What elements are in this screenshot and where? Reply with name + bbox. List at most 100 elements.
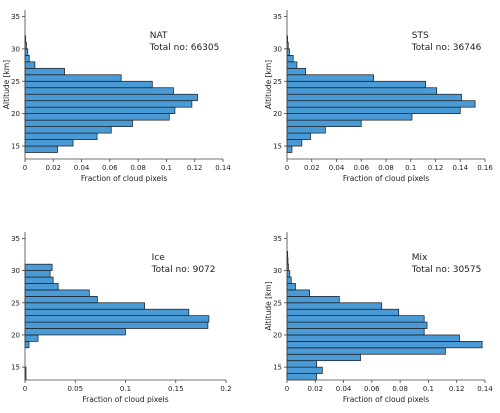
y-tick-label: 20 (11, 331, 20, 339)
y-tick-label: 20 (11, 110, 20, 118)
histogram-bar (286, 360, 318, 368)
x-tick-label: 0.02 (307, 385, 323, 393)
histogram-bar (286, 119, 362, 127)
y-tick-label: 25 (11, 299, 20, 307)
x-tick-label: 0.1 (423, 385, 434, 393)
x-tick-label: 0.06 (102, 164, 118, 172)
histogram-bar (24, 80, 153, 89)
x-axis-label: Fraction of cloud pixels (343, 395, 429, 404)
histogram-bar (286, 113, 413, 121)
panel-nat: 0 0.02 0.04 0.06 0.08 0.1 0.12 0.14 15 20 25 30 35 Fr… (2, 10, 231, 183)
cloud-type-label: Ice (152, 253, 166, 263)
histogram-bar (286, 353, 361, 362)
histogram-bar (286, 54, 294, 63)
histogram-bar (24, 145, 58, 153)
histogram-bar (24, 54, 30, 63)
y-tick-label: 25 (273, 78, 282, 86)
histogram-bar (24, 61, 36, 69)
histogram-bar (24, 74, 122, 82)
histogram-bar (286, 334, 460, 342)
histogram-bar (286, 341, 483, 349)
histogram-bar (286, 295, 340, 304)
x-tick-label: 0.14 (477, 385, 493, 393)
x-tick-label: 0.14 (215, 164, 231, 172)
histogram-bar (24, 315, 210, 323)
histogram-bar (24, 289, 90, 297)
x-tick-label: 0.08 (392, 385, 408, 393)
total-count-label: Total no: 30575 (411, 265, 482, 275)
x-tick-label: 0.12 (187, 164, 203, 172)
histogram-bar (24, 126, 112, 134)
histogram-bar (24, 48, 29, 56)
total-count-label: Total no: 66305 (149, 43, 220, 53)
histogram-bar (24, 67, 65, 76)
histogram-bar (24, 295, 98, 304)
y-tick-label: 35 (11, 235, 20, 243)
histogram-bar (286, 67, 306, 76)
y-tick-label: 35 (273, 235, 282, 243)
histogram-bar (286, 302, 383, 310)
x-tick-label: 0.02 (45, 164, 61, 172)
y-tick-label: 15 (11, 364, 20, 372)
x-tick-label: 0.16 (477, 164, 493, 172)
histogram-bar (24, 308, 190, 317)
x-tick-label: 0.2 (220, 385, 231, 393)
x-tick-label: 0.1 (120, 385, 131, 393)
histogram-bar (286, 93, 462, 102)
histogram-bar (286, 366, 323, 374)
x-tick-label: 0.02 (304, 164, 320, 172)
y-tick-label: 25 (11, 78, 20, 86)
cloud-type-label: STS (412, 31, 429, 41)
x-tick-label: 0.06 (364, 385, 380, 393)
histogram-bar (24, 283, 59, 291)
x-axis-label: Fraction of cloud pixels (343, 174, 429, 183)
x-tick-label: 0.08 (130, 164, 146, 172)
histogram-bar (24, 93, 198, 102)
histogram-bar (24, 321, 209, 329)
histogram-bar (24, 302, 145, 310)
histogram-bar (24, 341, 30, 349)
x-axis-label: Fraction of cloud pixels (82, 395, 168, 404)
y-tick-label: 35 (273, 13, 282, 21)
x-tick-label: 0 (285, 164, 289, 172)
x-tick-label: 0.04 (329, 164, 345, 172)
x-tick-label: 0.1 (161, 164, 172, 172)
x-tick-label: 0.14 (452, 164, 468, 172)
panel-ice: 0 0.05 0.1 0.15 0.2 15 20 25 30 35 Fraction of clo… (11, 232, 232, 404)
histogram-bar (24, 113, 170, 121)
histogram-bar (286, 276, 292, 284)
y-tick-label: 35 (11, 13, 20, 21)
y-tick-label: 30 (273, 45, 282, 53)
y-tick-label: 15 (273, 143, 282, 151)
x-tick-label: 0.04 (336, 385, 352, 393)
y-tick-label: 25 (273, 299, 282, 307)
histogram-bar (286, 308, 400, 317)
histogram-bar (286, 132, 311, 140)
histogram-bar (24, 270, 51, 278)
y-axis-label: Altitude [km] (2, 60, 11, 109)
cloud-type-label: Mix (412, 253, 428, 263)
histogram-bar (24, 119, 133, 127)
histogram-bar (286, 347, 446, 355)
histogram-bar (24, 328, 126, 336)
histogram-bar (24, 263, 53, 271)
x-tick-label: 0.06 (353, 164, 369, 172)
histogram-bar (24, 100, 193, 108)
x-tick-label: 0.12 (449, 385, 465, 393)
x-tick-label: 0.08 (378, 164, 394, 172)
panel-mix: 0 0.02 0.04 0.06 0.08 0.1 0.12 0.14 15 20 25 30 35 Fr… (264, 232, 493, 404)
total-count-label: Total no: 36746 (411, 43, 482, 53)
x-axis-label: Fraction of cloud pixels (81, 174, 167, 183)
histogram-bar (286, 80, 426, 89)
histogram-bar (286, 145, 293, 153)
histogram-bar (286, 74, 374, 82)
x-tick-label: 0.15 (168, 385, 184, 393)
x-tick-label: 0 (285, 385, 289, 393)
y-tick-label: 20 (273, 110, 282, 118)
y-tick-label: 30 (11, 45, 20, 53)
y-tick-label: 20 (273, 331, 282, 339)
histogram-bar (286, 289, 310, 297)
histogram-bar (286, 106, 461, 115)
